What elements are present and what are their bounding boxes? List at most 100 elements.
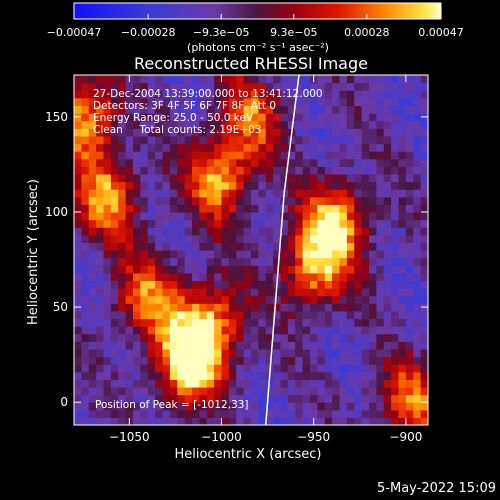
- heatmap-cell: [110, 90, 119, 99]
- heatmap-cell: [147, 326, 156, 335]
- heatmap-cell: [155, 265, 164, 274]
- heatmap-cell: [88, 120, 97, 129]
- heatmap-cell: [391, 143, 400, 152]
- heatmap-cell: [398, 257, 407, 266]
- heatmap-cell: [125, 204, 134, 213]
- heatmap-cell: [140, 82, 149, 91]
- heatmap-cell: [214, 310, 223, 320]
- heatmap-cell: [354, 166, 363, 175]
- heatmap-cell: [398, 166, 407, 175]
- heatmap-cell: [310, 394, 318, 403]
- heatmap-cell: [177, 402, 186, 411]
- heatmap-cell: [243, 219, 252, 228]
- heatmap-cell: [155, 113, 164, 122]
- heatmap-cell: [236, 280, 245, 289]
- heatmap-cell: [265, 295, 274, 304]
- heatmap-cell: [147, 272, 156, 282]
- heatmap-cell: [199, 181, 208, 190]
- heatmap-cell: [177, 166, 186, 175]
- heatmap-cell: [88, 295, 97, 304]
- heatmap-cell: [280, 128, 289, 137]
- heatmap-cell: [81, 97, 90, 107]
- heatmap-cell: [199, 417, 208, 425]
- heatmap-cell: [96, 196, 105, 205]
- heatmap-cell: [332, 181, 341, 190]
- heatmap-cell: [133, 333, 141, 342]
- heatmap-cell: [74, 151, 82, 160]
- heatmap-cell: [177, 265, 186, 274]
- heatmap-cell: [81, 151, 90, 160]
- heatmap-cell: [251, 128, 259, 137]
- heatmap-cell: [74, 219, 82, 228]
- heatmap-cell: [398, 265, 407, 274]
- heatmap-cell: [317, 310, 326, 320]
- heatmap-cell: [177, 257, 186, 266]
- heatmap-cell: [133, 280, 141, 289]
- heatmap-cell: [236, 113, 245, 122]
- heatmap-cell: [162, 356, 171, 365]
- heatmap-cell: [228, 234, 237, 243]
- y-tick-label: 0: [60, 395, 68, 409]
- heatmap-cell: [88, 204, 97, 213]
- heatmap-cell: [295, 105, 304, 114]
- heatmap-cell: [214, 158, 223, 167]
- heatmap-cell: [361, 82, 370, 91]
- heatmap-cell: [354, 227, 363, 236]
- heatmap-cell: [103, 211, 112, 221]
- heatmap-cell: [74, 272, 82, 282]
- heatmap-cell: [206, 105, 215, 114]
- heatmap-cell: [177, 417, 186, 425]
- heatmap-cell: [177, 173, 186, 183]
- heatmap-cell: [265, 113, 274, 122]
- heatmap-cell: [405, 158, 414, 167]
- heatmap-cell: [214, 272, 223, 282]
- heatmap-cell: [147, 402, 156, 411]
- heatmap-cell: [236, 211, 245, 221]
- heatmap-cell: [317, 333, 326, 342]
- heatmap-cell: [420, 348, 428, 358]
- heatmap-cell: [302, 166, 311, 175]
- heatmap-cell: [96, 303, 105, 312]
- heatmap-cell: [391, 219, 400, 228]
- heatmap-cell: [339, 151, 348, 160]
- heatmap-cell: [243, 250, 252, 259]
- heatmap-cell: [88, 386, 97, 396]
- heatmap-cell: [214, 135, 223, 145]
- heatmap-cell: [376, 272, 385, 282]
- heatmap-cell: [184, 295, 193, 304]
- heatmap-cell: [339, 341, 348, 350]
- heatmap-cell: [280, 280, 289, 289]
- heatmap-cell: [118, 227, 127, 236]
- heatmap-cell: [177, 189, 186, 198]
- heatmap-cell: [324, 173, 333, 183]
- heatmap-cell: [206, 143, 215, 152]
- heatmap-cell: [287, 394, 296, 403]
- heatmap-cell: [169, 158, 178, 167]
- heatmap-cell: [155, 318, 164, 327]
- heatmap-cell: [118, 288, 127, 297]
- heatmap-cell: [184, 234, 193, 243]
- heatmap-cell: [420, 181, 428, 190]
- heatmap-cell: [228, 310, 237, 320]
- heatmap-cell: [96, 402, 105, 411]
- heatmap-cell: [162, 128, 171, 137]
- heatmap-cell: [420, 394, 428, 403]
- heatmap-cell: [324, 234, 333, 243]
- heatmap-cell: [243, 417, 252, 425]
- heatmap-cell: [280, 135, 289, 145]
- heatmap-cell: [221, 257, 230, 266]
- heatmap-cell: [361, 348, 370, 358]
- heatmap-cell: [177, 75, 186, 84]
- colorbar: −0.00047 −0.00028 −9.3e−05 9.3e−05 0.00028 0.…: [47, 2, 464, 54]
- heatmap-cell: [133, 386, 141, 396]
- heatmap-cell: [383, 371, 392, 380]
- heatmap-cell: [324, 333, 333, 342]
- heatmap-cell: [221, 166, 230, 175]
- heatmap-cell: [169, 151, 178, 160]
- heatmap-cell: [236, 326, 245, 335]
- heatmap-cell: [302, 265, 311, 274]
- heatmap-cell: [258, 394, 267, 403]
- heatmap-cell: [206, 265, 215, 274]
- heatmap-cell: [140, 272, 149, 282]
- heatmap-cell: [96, 143, 105, 152]
